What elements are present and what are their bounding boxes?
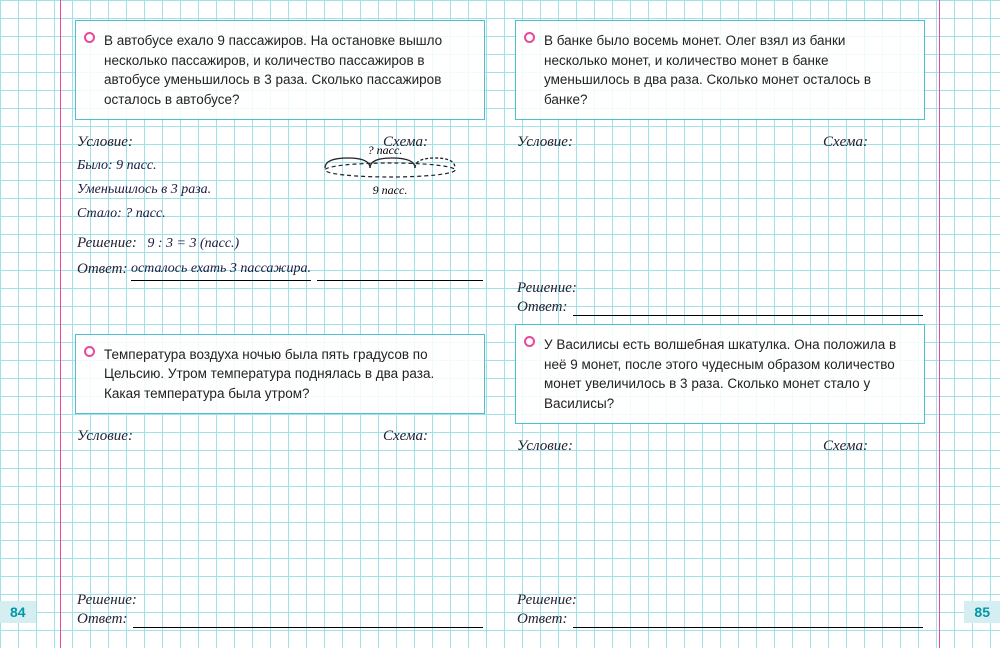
- diagram-bottom-label: 9 пасс.: [373, 183, 408, 197]
- bullet-icon: [84, 346, 95, 357]
- answer-line: Ответ:: [517, 611, 923, 628]
- label-uslovie: Условие:: [77, 134, 133, 151]
- margin-line-right: [939, 0, 940, 648]
- problem-text: У Василисы есть волшебная шкатулка. Она …: [544, 337, 896, 411]
- answer-line: Ответ:: [517, 299, 923, 316]
- work-area-3: Условие: Схема: Решение: Ответ:: [75, 424, 485, 628]
- label-reshenie: Решение:: [517, 280, 923, 297]
- left-column: В автобусе ехало 9 пассажиров. На остано…: [75, 20, 485, 628]
- label-uslovie: Условие:: [77, 428, 133, 445]
- bullet-icon: [524, 32, 535, 43]
- page-number-left: 84: [0, 601, 36, 623]
- label-skhema: Схема:: [823, 134, 868, 151]
- problem-text: В автобусе ехало 9 пассажиров. На остано…: [104, 33, 442, 107]
- margin-line-left: [60, 0, 61, 648]
- work-area-1: Условие: Схема: Было: 9 пасс. Уменьшилос…: [75, 130, 485, 334]
- problem-text: В банке было восемь монет. Олег взял из …: [544, 33, 871, 107]
- problem-box-2: В банке было восемь монет. Олег взял из …: [515, 20, 925, 120]
- answer-line: Ответ: осталось ехать 3 пассажира.: [77, 258, 483, 281]
- answer-line: Ответ:: [77, 611, 483, 628]
- problem-box-4: У Василисы есть волшебная шкатулка. Она …: [515, 324, 925, 424]
- label-skhema: Схема:: [823, 438, 868, 455]
- problem-box-1: В автобусе ехало 9 пассажиров. На остано…: [75, 20, 485, 120]
- page-number-right: 85: [964, 601, 1000, 623]
- problem-box-3: Температура воздуха ночью была пять град…: [75, 334, 485, 415]
- solution-line: Решение: 9 : 3 = 3 (пасс.): [77, 232, 483, 255]
- work-area-4: Условие: Схема: Решение: Ответ:: [515, 434, 925, 628]
- label-reshenie: Решение:: [77, 592, 483, 609]
- page-spread: В автобусе ехало 9 пассажиров. На остано…: [75, 20, 925, 628]
- label-reshenie: Решение:: [517, 592, 923, 609]
- given-line-stalo: Стало: ? пасс.: [77, 203, 483, 225]
- bullet-icon: [84, 32, 95, 43]
- bullet-icon: [524, 336, 535, 347]
- right-column: В банке было восемь монет. Олег взял из …: [515, 20, 925, 628]
- label-uslovie: Условие:: [517, 438, 573, 455]
- diagram-top-label: ? пасс.: [368, 144, 403, 157]
- label-uslovie: Условие:: [517, 134, 573, 151]
- schema-diagram: ? пасс. 9 пасс.: [310, 144, 460, 199]
- work-area-2: Условие: Схема: Решение: Ответ:: [515, 130, 925, 324]
- label-skhema: Схема:: [383, 428, 428, 445]
- problem-text: Температура воздуха ночью была пять град…: [104, 347, 434, 401]
